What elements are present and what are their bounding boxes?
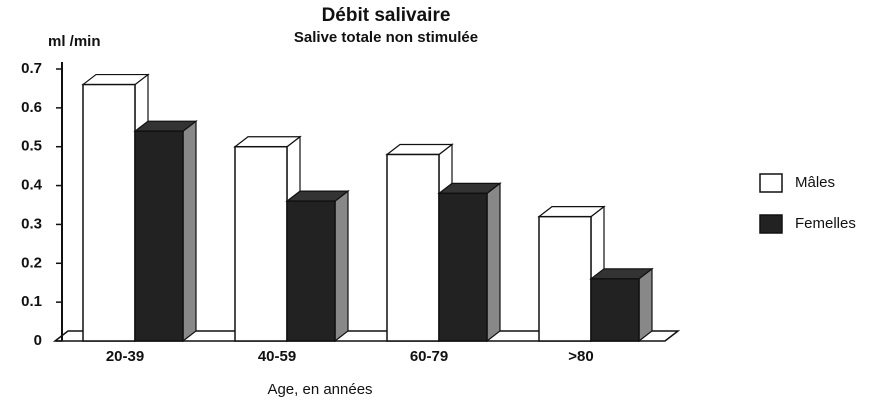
y-tick-label: 0.6 bbox=[21, 99, 42, 116]
bar bbox=[285, 189, 350, 343]
chart-title: Débit salivaire bbox=[322, 5, 451, 26]
y-axis-label: ml /min bbox=[48, 33, 101, 50]
bar-face bbox=[538, 215, 592, 342]
y-tick-label: 0.7 bbox=[21, 60, 42, 77]
bar bbox=[589, 267, 654, 343]
bar-face bbox=[234, 145, 288, 342]
y-tick-label: 0 bbox=[34, 332, 42, 349]
x-tick-label: >80 bbox=[568, 348, 593, 365]
y-tick-label: 0.1 bbox=[21, 293, 42, 310]
bar-face bbox=[386, 153, 440, 342]
bar-face bbox=[82, 83, 136, 342]
x-tick-label: 20-39 bbox=[106, 348, 144, 365]
legend-label: Femelles bbox=[795, 215, 856, 232]
bar-face bbox=[134, 130, 184, 342]
chart-subtitle: Salive totale non stimulée bbox=[294, 29, 478, 46]
y-tick-label: 0.3 bbox=[21, 215, 42, 232]
y-tick-label: 0.4 bbox=[21, 177, 43, 194]
bar-face bbox=[638, 267, 653, 343]
legend-label: Mâles bbox=[795, 174, 835, 191]
bar-face bbox=[486, 182, 501, 343]
bar-face bbox=[590, 278, 640, 342]
bar bbox=[133, 119, 198, 343]
x-tick-label: 40-59 bbox=[258, 348, 296, 365]
bar-face bbox=[438, 192, 488, 342]
legend-swatch bbox=[759, 173, 783, 193]
bar-face bbox=[334, 189, 349, 343]
y-tick-label: 0.2 bbox=[21, 254, 42, 271]
bar bbox=[537, 205, 606, 343]
y-tick-label: 0.5 bbox=[21, 138, 42, 155]
bar-face bbox=[286, 200, 336, 342]
legend-swatch bbox=[759, 214, 783, 234]
bar bbox=[437, 182, 502, 343]
x-tick-label: 60-79 bbox=[410, 348, 448, 365]
bar-face bbox=[182, 119, 197, 343]
x-axis-label: Age, en années bbox=[267, 381, 372, 398]
